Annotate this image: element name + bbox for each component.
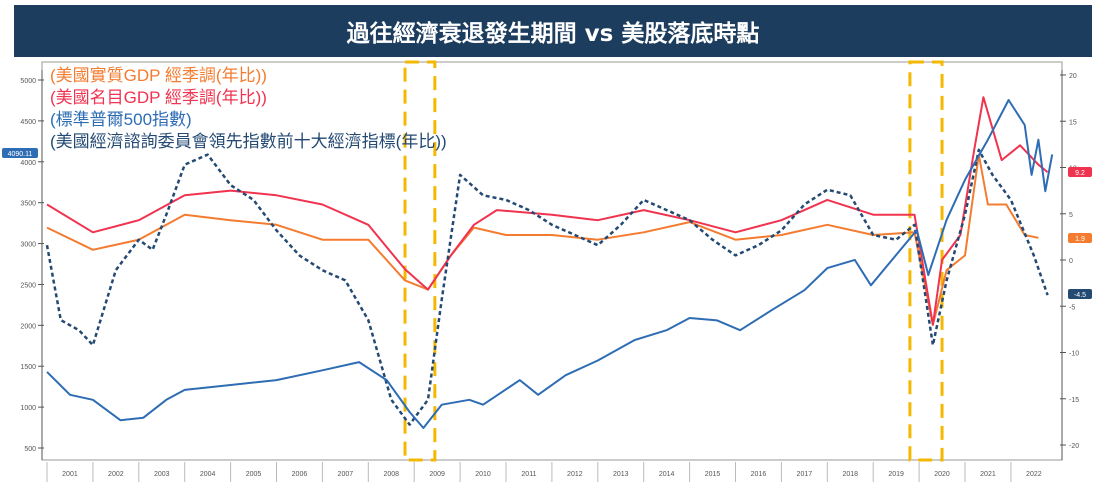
right-tick-label: -10 <box>1069 351 1079 358</box>
x-tick-label: 2008 <box>383 471 399 478</box>
x-tick-label: 2001 <box>62 471 78 478</box>
end-label-badge <box>2 148 38 158</box>
x-tick-label: 2003 <box>154 471 170 478</box>
right-tick-label: -20 <box>1069 443 1079 450</box>
legend-lei: (美國經濟諮詢委員會領先指數前十大經濟指標(年比)) <box>50 132 447 151</box>
left-tick-label: 2000 <box>20 323 36 330</box>
end-label-badge <box>1068 167 1092 177</box>
right-tick-label: 20 <box>1069 73 1077 80</box>
legend-real-gdp: (美國實質GDP 經季調(年比)) <box>50 66 267 85</box>
x-tick-label: 2009 <box>429 471 445 478</box>
x-tick-label: 2017 <box>797 471 813 478</box>
x-tick-label: 2016 <box>751 471 767 478</box>
right-tick-label: 0 <box>1069 258 1073 265</box>
left-tick-label: 3500 <box>20 201 36 208</box>
x-tick-label: 2006 <box>292 471 308 478</box>
legend: (美國實質GDP 經季調(年比)) (美國名目GDP 經季調(年比)) (標準普… <box>50 65 447 153</box>
left-tick-label: 3000 <box>20 242 36 249</box>
chart-title: 過往經濟衰退發生期間 vs 美股落底時點 <box>14 5 1092 57</box>
x-tick-label: 2015 <box>705 471 721 478</box>
series-line-3 <box>45 148 1049 426</box>
x-tick-label: 2011 <box>521 471 536 478</box>
legend-sp500: (標準普爾500指數) <box>50 110 192 129</box>
left-tick-label: 2500 <box>20 282 36 289</box>
series-line-2 <box>46 99 1054 429</box>
x-tick-label: 2020 <box>934 471 950 478</box>
left-tick-label: 1000 <box>20 405 36 412</box>
x-tick-label: 2002 <box>108 471 124 478</box>
end-label: -4.5 <box>1074 292 1086 299</box>
left-tick-label: 4500 <box>20 119 36 126</box>
series-line-0 <box>46 153 1039 326</box>
end-label: 9.2 <box>1075 170 1085 177</box>
recession-box <box>403 60 437 462</box>
right-tick-label: -15 <box>1069 397 1079 404</box>
left-tick-label: 1500 <box>20 364 36 371</box>
x-tick-label: 2007 <box>338 471 354 478</box>
end-label: 4090.11 <box>8 151 33 158</box>
x-tick-label: 2004 <box>200 471 216 478</box>
x-tick-label: 2013 <box>613 471 629 478</box>
x-tick-label: 2021 <box>980 471 996 478</box>
legend-nominal-gdp: (美國名目GDP 經季調(年比)) <box>50 88 267 107</box>
left-tick-label: 5000 <box>20 78 36 85</box>
end-label-badge <box>1068 233 1092 243</box>
right-tick-label: 5 <box>1069 212 1073 219</box>
x-tick-label: 2005 <box>246 471 262 478</box>
right-tick-label: 15 <box>1069 119 1077 126</box>
x-tick-label: 2014 <box>659 471 675 478</box>
x-tick-label: 2019 <box>888 471 904 478</box>
end-label: 1.9 <box>1075 236 1085 243</box>
left-tick-label: 4000 <box>20 160 36 167</box>
right-tick-label: -5 <box>1069 304 1075 311</box>
left-tick-label: 500 <box>24 446 36 453</box>
x-tick-label: 2010 <box>475 471 491 478</box>
series-line-1 <box>46 96 1049 326</box>
x-tick-label: 2012 <box>567 471 583 478</box>
end-label-badge <box>1068 289 1092 299</box>
x-tick-label: 2022 <box>1026 471 1042 478</box>
recession-box <box>908 60 944 462</box>
x-tick-label: 2018 <box>842 471 858 478</box>
